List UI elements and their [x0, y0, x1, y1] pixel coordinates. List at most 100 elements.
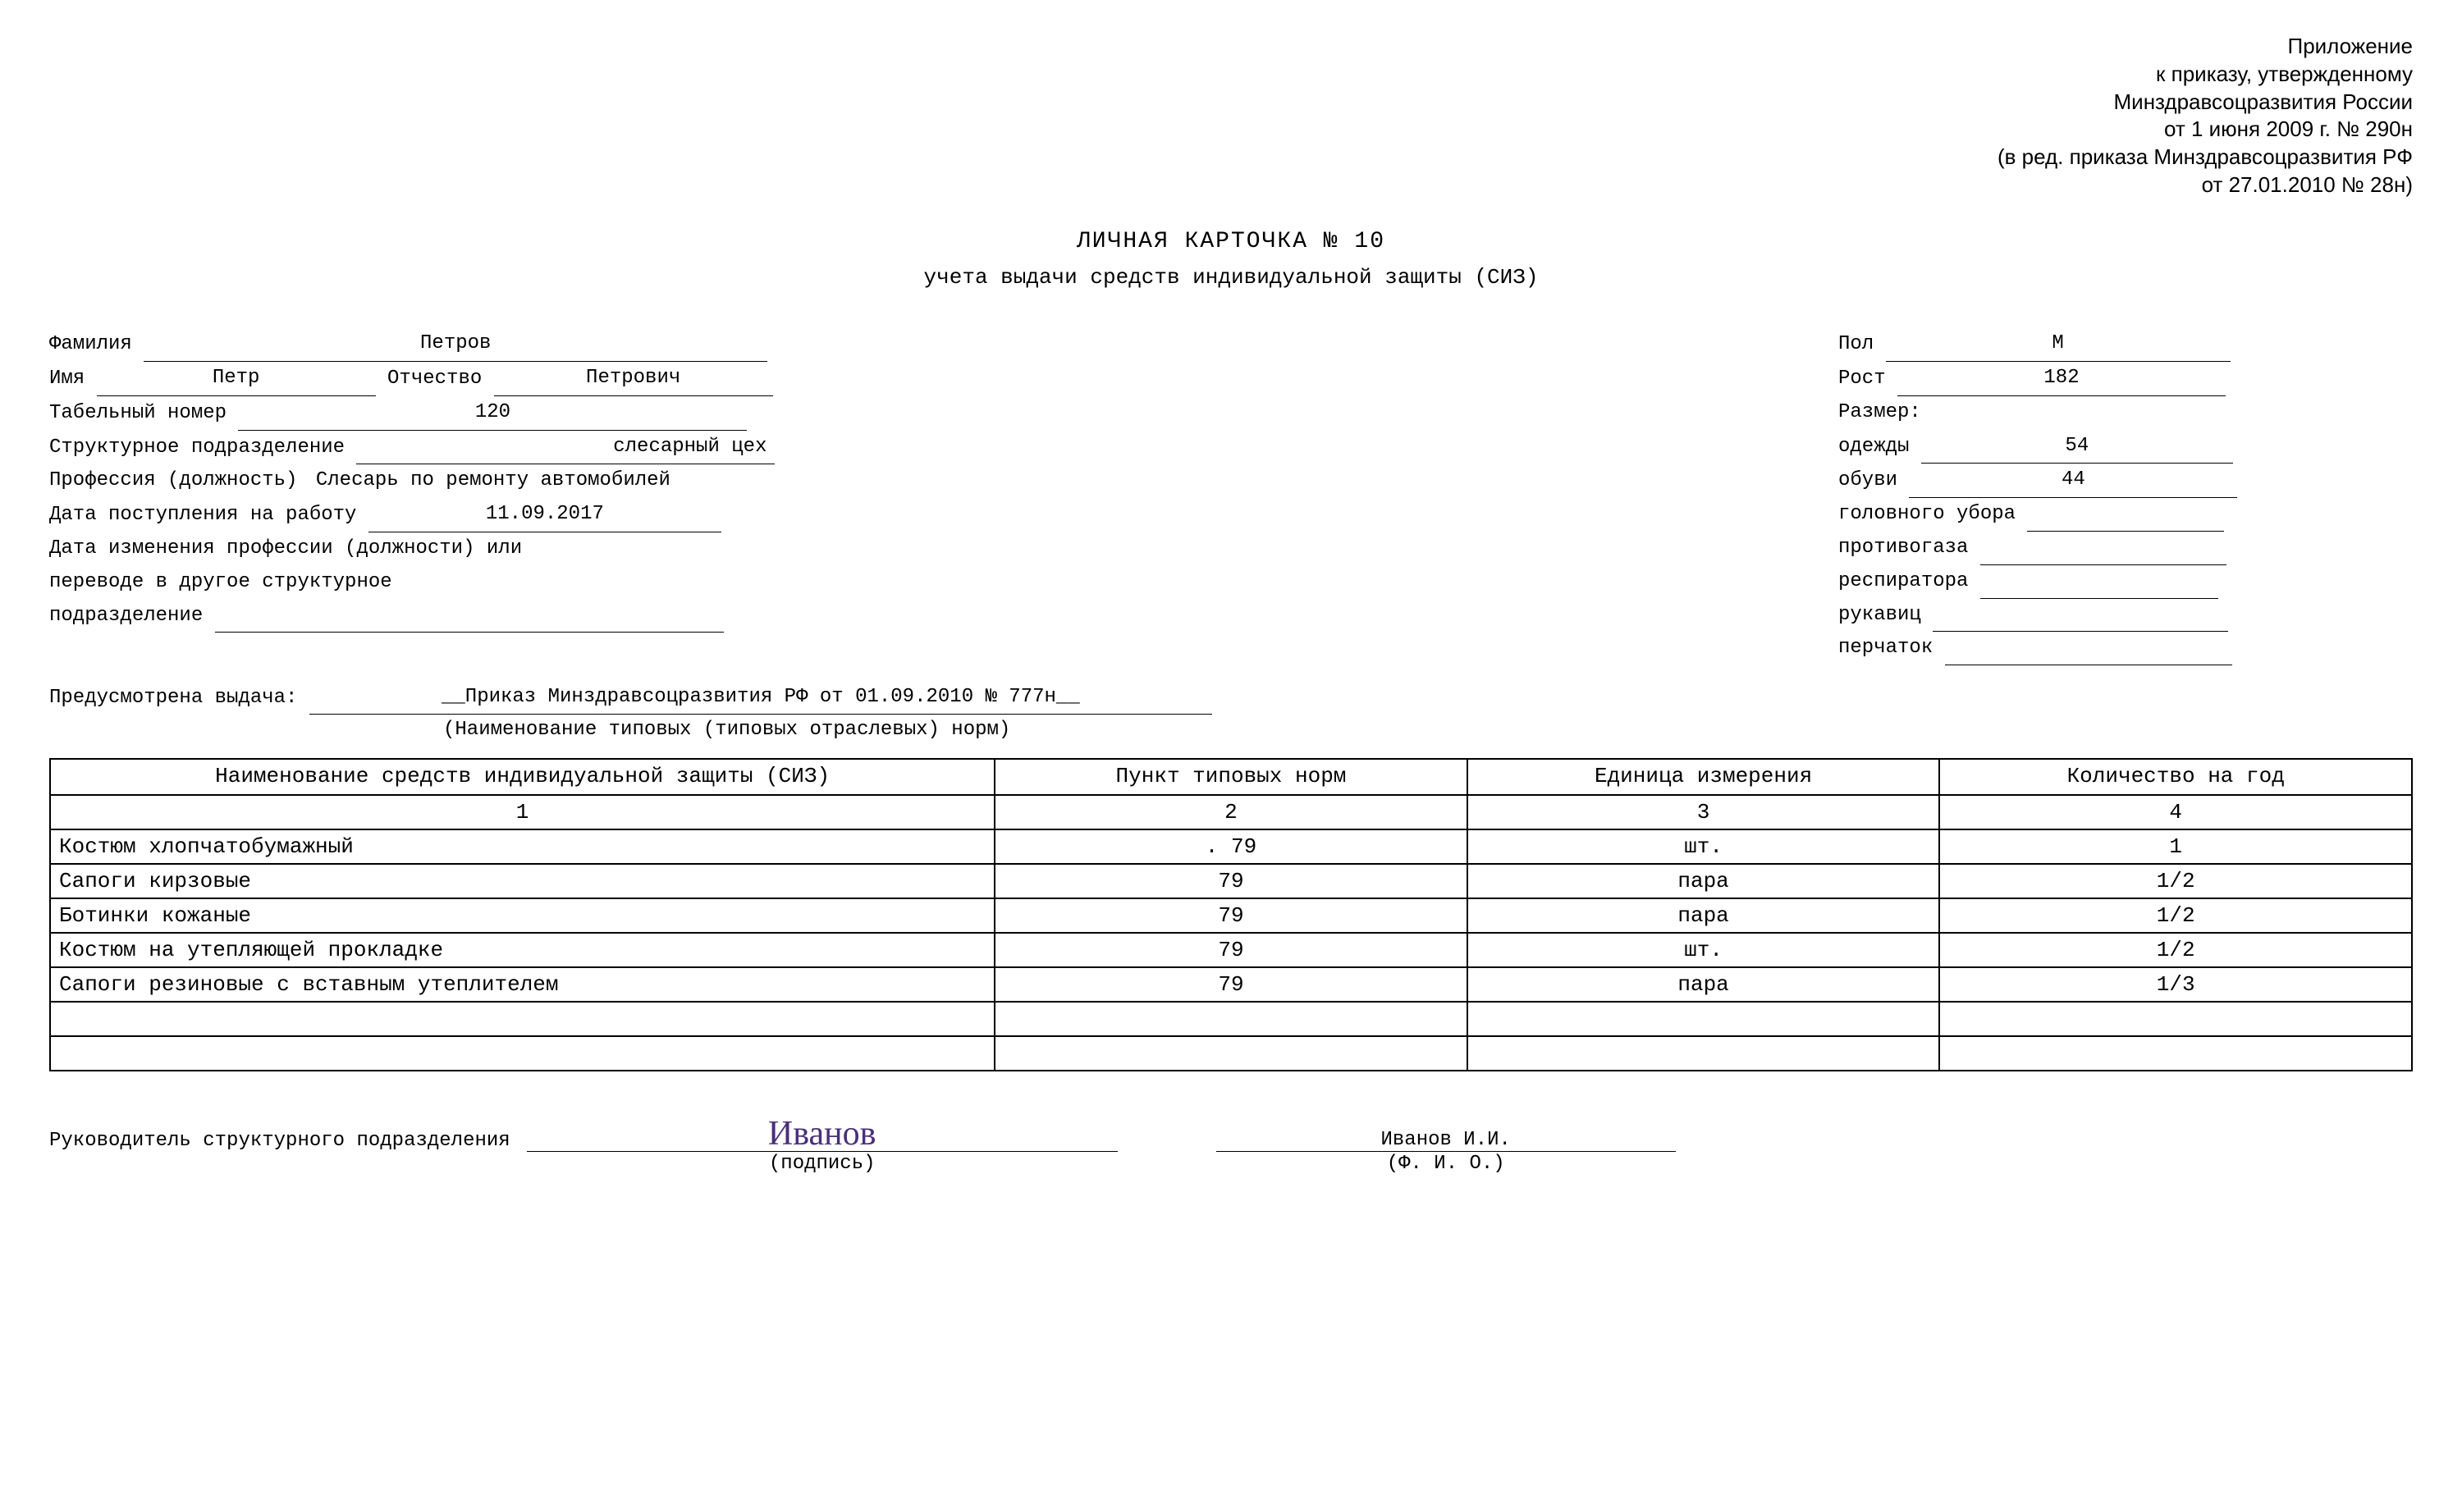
sex-value: М [1886, 327, 2231, 362]
table-row: Костюм хлопчатобумажный. 79шт.1 [50, 829, 2412, 864]
cell-unit: шт. [1467, 829, 1940, 864]
respirator-label: респиратора [1838, 570, 1968, 592]
fio-field: Иванов И.И. (Ф. И. О.) [1216, 1129, 1676, 1152]
col-num: 4 [1939, 795, 2412, 829]
cell-unit [1467, 1002, 1940, 1036]
height-label: Рост [1838, 368, 1886, 390]
col-header: Количество на год [1939, 759, 2412, 795]
profession-label: Профессия (должность) [49, 469, 297, 491]
attr-line: Минздравсоцразвития России [49, 89, 2413, 116]
table-colnum-row: 1 2 3 4 [50, 795, 2412, 829]
sex-label: Пол [1838, 333, 1874, 355]
table-row: Сапоги резиновые с вставным утеплителем7… [50, 967, 2412, 1002]
change-line: подразделение [49, 605, 203, 627]
cell-norm: . 79 [995, 829, 1467, 864]
basis-block: Предусмотрена выдача: __Приказ Минздравс… [49, 682, 2413, 746]
cell-qty: 1/2 [1939, 864, 2412, 898]
info-section: Фамилия Петров Имя Петр Отчество Петрови… [49, 327, 2413, 665]
table-row: Ботинки кожаные79пара1/2 [50, 898, 2412, 933]
table-row: Костюм на утепляющей прокладке79шт.1/2 [50, 933, 2412, 967]
attr-line: Приложение [49, 33, 2413, 61]
dept-value: слесарный цех [356, 431, 775, 465]
patronymic-label: Отчество [387, 368, 482, 390]
signature-caption: (подпись) [527, 1151, 1118, 1175]
surname-value: Петров [144, 327, 767, 362]
height-value: 182 [1897, 362, 2226, 396]
cell-name [50, 1002, 995, 1036]
change-value [215, 610, 724, 633]
hat-value [2027, 508, 2224, 532]
col-num: 2 [995, 795, 1467, 829]
change-line: переводе в другое структурное [49, 566, 1165, 600]
ppe-table: Наименование средств индивидуальной защи… [49, 758, 2413, 1071]
cell-qty: 1 [1939, 829, 2412, 864]
cell-qty: 1/3 [1939, 967, 2412, 1002]
clothes-label: одежды [1838, 436, 1909, 458]
tabno-value: 120 [238, 396, 747, 431]
attr-line: от 1 июня 2009 г. № 290н [49, 116, 2413, 144]
hire-label: Дата поступления на работу [49, 504, 356, 526]
fio-caption: (Ф. И. О.) [1216, 1151, 1676, 1175]
signature-handwriting: Иванов [768, 1115, 876, 1153]
tabno-label: Табельный номер [49, 402, 227, 424]
cell-norm: 79 [995, 898, 1467, 933]
table-row: Сапоги кирзовые79пара1/2 [50, 864, 2412, 898]
shoes-label: обуви [1838, 469, 1897, 491]
respirator-value [1980, 575, 2218, 599]
mittens-value [1933, 609, 2228, 633]
cell-unit: пара [1467, 967, 1940, 1002]
table-header-row: Наименование средств индивидуальной защи… [50, 759, 2412, 795]
patronymic-value: Петрович [494, 362, 773, 396]
physical-column: Пол М Рост 182 Размер: одежды 54 обуви 4… [1838, 327, 2413, 665]
gloves-label: перчаток [1838, 637, 1933, 659]
cell-norm: 79 [995, 933, 1467, 967]
title-line: ЛИЧНАЯ КАРТОЧКА № 10 [49, 224, 2413, 261]
signature-block: Руководитель структурного подразделения … [49, 1121, 2413, 1152]
change-line: Дата изменения профессии (должности) или [49, 532, 1165, 566]
table-row [50, 1002, 2412, 1036]
cell-norm [995, 1036, 1467, 1071]
basis-value: __Приказ Минздравсоцразвития РФ от 01.09… [309, 682, 1212, 714]
cell-norm: 79 [995, 967, 1467, 1002]
attr-line: от 27.01.2010 № 28н) [49, 171, 2413, 199]
signature-field: Иванов (подпись) [527, 1121, 1118, 1152]
surname-label: Фамилия [49, 333, 132, 355]
cell-name: Сапоги кирзовые [50, 864, 995, 898]
cell-norm: 79 [995, 864, 1467, 898]
col-num: 3 [1467, 795, 1940, 829]
cell-norm [995, 1002, 1467, 1036]
cell-name [50, 1036, 995, 1071]
dept-label: Структурное подразделение [49, 436, 345, 459]
attr-line: к приказу, утвержденному [49, 61, 2413, 89]
cell-qty: 1/2 [1939, 898, 2412, 933]
signature-label: Руководитель структурного подразделения [49, 1130, 510, 1152]
profession-value: Слесарь по ремонту автомобилей [316, 469, 670, 491]
hire-value: 11.09.2017 [368, 498, 721, 532]
hat-label: головного убора [1838, 503, 2016, 525]
col-header: Наименование средств индивидуальной защи… [50, 759, 995, 795]
title-subtitle: учета выдачи средств индивидуальной защи… [49, 261, 2413, 295]
gloves-value [1945, 642, 2232, 665]
mittens-label: рукавиц [1838, 604, 1921, 626]
table-row [50, 1036, 2412, 1071]
cell-unit: пара [1467, 898, 1940, 933]
gasmask-value [1980, 541, 2226, 565]
cell-unit [1467, 1036, 1940, 1071]
cell-qty [1939, 1036, 2412, 1071]
basis-label: Предусмотрена выдача: [49, 687, 297, 709]
gasmask-label: противогаза [1838, 537, 1968, 559]
person-column: Фамилия Петров Имя Петр Отчество Петрови… [49, 327, 1165, 665]
cell-qty: 1/2 [1939, 933, 2412, 967]
title-block: ЛИЧНАЯ КАРТОЧКА № 10 учета выдачи средст… [49, 224, 2413, 295]
cell-name: Костюм хлопчатобумажный [50, 829, 995, 864]
name-label: Имя [49, 368, 85, 390]
attribution-block: Приложение к приказу, утвержденному Минз… [49, 33, 2413, 199]
cell-name: Ботинки кожаные [50, 898, 995, 933]
name-value: Петр [97, 362, 376, 396]
basis-caption: (Наименование типовых (типовых отраслевы… [49, 715, 2413, 746]
attr-line: (в ред. приказа Минздравсоцразвития РФ [49, 144, 2413, 171]
shoes-value: 44 [1909, 464, 2237, 498]
col-header: Единица измерения [1467, 759, 1940, 795]
cell-name: Костюм на утепляющей прокладке [50, 933, 995, 967]
cell-qty [1939, 1002, 2412, 1036]
